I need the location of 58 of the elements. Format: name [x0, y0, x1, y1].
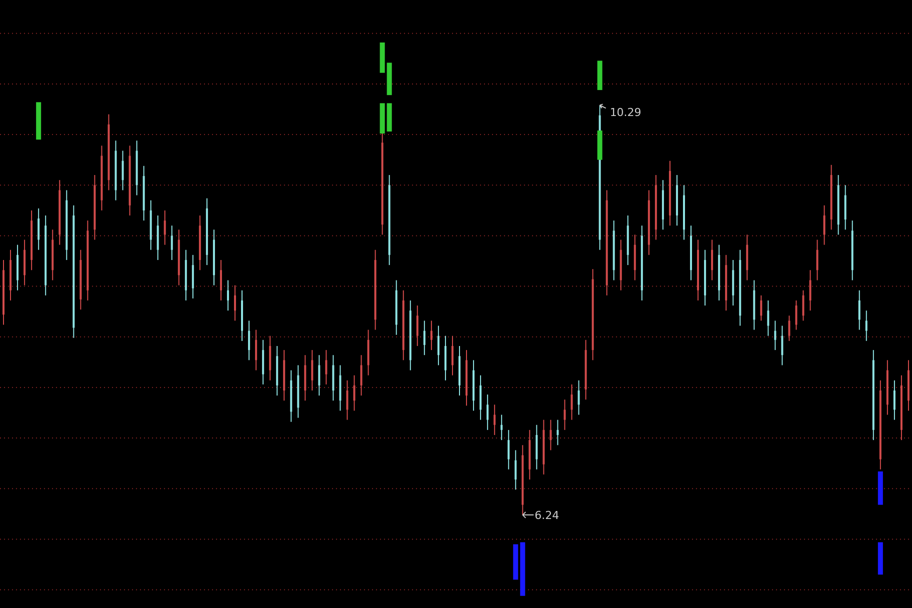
bar: [520, 542, 526, 596]
bar: [597, 130, 602, 160]
candlestick: [353, 374, 356, 412]
candlestick: [486, 394, 489, 430]
candlestick: [318, 354, 320, 396]
bar: [878, 471, 883, 505]
candlestick: [416, 305, 418, 346]
candlestick: [325, 350, 328, 385]
candlestick: [437, 325, 440, 366]
candlestick: [865, 310, 868, 342]
bar: [380, 103, 385, 134]
candlestick: [823, 204, 826, 246]
candlestick: [578, 380, 580, 416]
bar: [380, 42, 385, 73]
candlestick: [774, 320, 776, 351]
bar: [386, 62, 392, 96]
bar: [36, 102, 42, 140]
candlestick: [430, 320, 432, 351]
candlestick: [781, 325, 784, 366]
candlestick: [564, 399, 566, 430]
bar: [878, 542, 883, 575]
annotation: 10.29: [610, 106, 642, 120]
candlestick: [248, 320, 250, 361]
bar: [513, 544, 518, 580]
candlestick: [423, 320, 426, 356]
candlestick: [255, 329, 258, 371]
candlestick: [508, 429, 510, 470]
bar: [597, 60, 602, 90]
candlestick: [360, 354, 362, 396]
candlestick: [760, 294, 762, 322]
candlestick: [170, 225, 173, 260]
candlestick: [226, 280, 229, 312]
candlestick: [788, 315, 790, 342]
candlestick: [451, 335, 454, 376]
candlestick: [893, 380, 896, 420]
candlestick: [192, 254, 194, 299]
bar: [386, 103, 392, 132]
candlestick: [311, 350, 314, 391]
candlestick: [858, 290, 860, 330]
candlestick: [234, 284, 236, 322]
candlestick: [494, 404, 496, 436]
candlestick: [38, 208, 40, 250]
candlestick: [570, 384, 573, 420]
candlestick: [514, 450, 517, 490]
candlestick: [500, 414, 503, 441]
candlestick: [711, 239, 714, 281]
candlestick: [767, 300, 770, 336]
candlestick: [122, 150, 124, 191]
candlestick: [346, 380, 348, 420]
candlestick: [164, 210, 166, 246]
annotation: 6.24: [534, 508, 560, 522]
candlestick: [795, 300, 798, 330]
candlestick: [556, 419, 559, 446]
candlestick: [809, 270, 812, 312]
candlestick: [802, 290, 804, 322]
candlestick: [220, 259, 222, 301]
candlestick: [550, 419, 552, 451]
candlestick: [816, 239, 818, 281]
